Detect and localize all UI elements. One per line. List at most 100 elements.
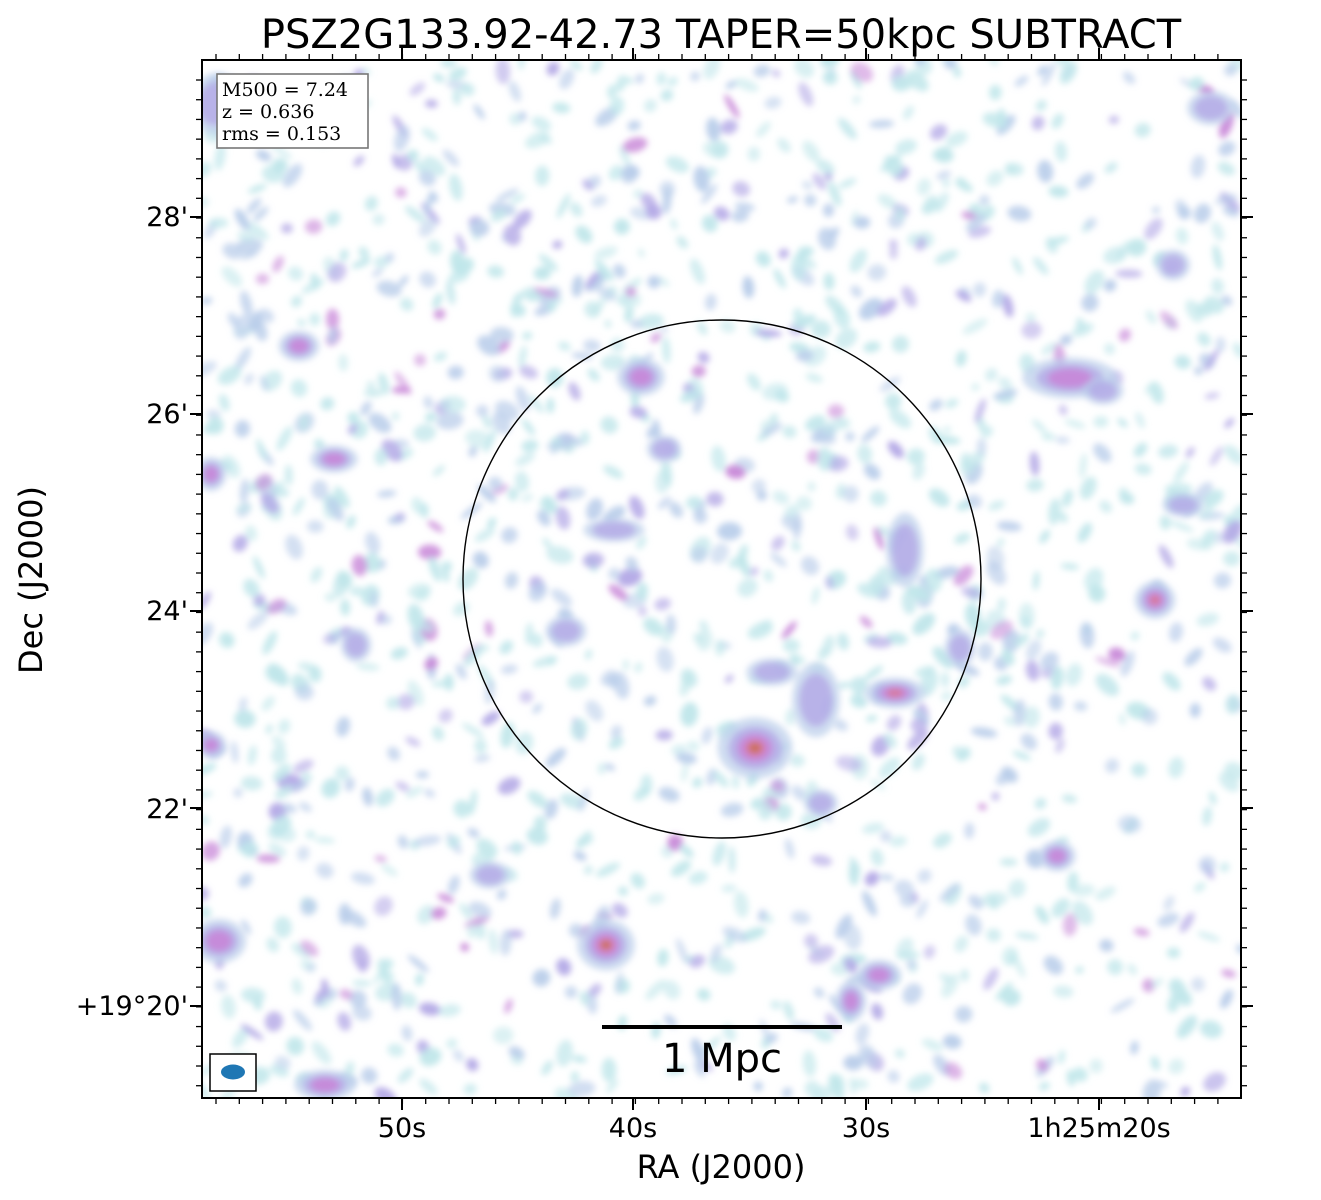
noise-blob — [1157, 912, 1180, 927]
noise-blob — [241, 841, 259, 858]
noise-blob — [1001, 766, 1018, 783]
noise-blob — [796, 496, 812, 511]
noise-blob — [595, 285, 617, 302]
noise-blob — [1039, 529, 1051, 544]
noise-blob — [522, 418, 535, 436]
noise-blob — [387, 1043, 404, 1057]
noise-blob — [865, 714, 878, 723]
noise-blob — [405, 736, 421, 747]
noise-blob — [332, 571, 350, 598]
noise-blob — [300, 772, 313, 782]
noise-blob — [1055, 436, 1070, 444]
noise-blob — [798, 82, 814, 107]
noise-blob — [1185, 446, 1195, 459]
noise-blob — [1081, 293, 1099, 312]
noise-blob — [1176, 1015, 1198, 1039]
y-tick-26: 26' — [146, 399, 188, 430]
noise-blob — [751, 479, 766, 494]
noise-blob — [447, 365, 464, 380]
noise-blob — [772, 490, 790, 505]
noise-blob — [424, 788, 436, 798]
noise-blob — [807, 481, 816, 492]
noise-blob — [397, 1067, 414, 1083]
noise-blob — [617, 294, 633, 308]
noise-blob — [238, 873, 253, 888]
noise-blob — [349, 990, 367, 1008]
noise-blob — [755, 251, 771, 267]
noise-blob — [339, 988, 353, 1000]
noise-blob — [589, 983, 602, 997]
noise-blob — [255, 273, 270, 285]
noise-blob — [866, 636, 893, 649]
noise-blob — [392, 153, 400, 169]
noise-blob — [1103, 343, 1116, 355]
noise-blob — [1151, 206, 1161, 214]
noise-blob — [1115, 269, 1143, 278]
noise-blob — [321, 978, 329, 998]
noise-blob — [747, 146, 761, 162]
noise-blob — [202, 622, 214, 646]
noise-blob — [579, 991, 590, 1006]
noise-blob — [770, 1000, 782, 1010]
feature-blob — [799, 673, 833, 727]
noise-blob — [1007, 205, 1032, 222]
noise-blob — [690, 546, 708, 564]
noise-blob — [450, 250, 465, 275]
noise-blob — [666, 1065, 688, 1075]
scale-bar-label: 1 Mpc — [662, 1036, 782, 1082]
noise-blob — [423, 396, 434, 410]
noise-blob — [495, 188, 519, 202]
noise-blob — [929, 124, 948, 141]
noise-blob — [936, 170, 951, 180]
noise-blob — [297, 662, 320, 673]
noise-blob — [491, 484, 509, 495]
noise-blob — [955, 350, 967, 367]
noise-blob — [742, 276, 755, 299]
noise-blob — [347, 423, 358, 435]
noise-blob — [483, 428, 497, 454]
noise-blob — [800, 556, 820, 576]
noise-blob — [433, 351, 448, 362]
noise-blob — [720, 802, 744, 817]
noise-blob — [1084, 567, 1104, 592]
noise-blob — [1041, 61, 1056, 87]
noise-blob — [676, 236, 689, 249]
noise-blob — [842, 485, 859, 503]
noise-blob — [843, 1055, 863, 1071]
noise-blob — [630, 872, 646, 889]
noise-blob — [1211, 278, 1224, 295]
noise-blob — [424, 195, 432, 216]
noise-blob — [270, 815, 292, 837]
noise-blob — [889, 244, 898, 260]
noise-blob — [1120, 650, 1135, 677]
noise-blob — [1036, 1058, 1049, 1072]
noise-blob — [398, 275, 409, 288]
noise-blob — [515, 386, 530, 412]
noise-blob — [803, 345, 827, 367]
noise-blob — [1196, 612, 1220, 627]
noise-blob — [395, 187, 407, 198]
noise-blob — [395, 781, 410, 792]
noise-blob — [953, 565, 974, 586]
noise-blob — [400, 992, 417, 1009]
noise-blob — [635, 73, 644, 84]
noise-blob — [533, 287, 558, 298]
noise-blob — [501, 527, 518, 544]
noise-blob — [789, 342, 810, 353]
noise-blob — [849, 249, 868, 273]
noise-blob — [337, 1012, 352, 1031]
noise-blob — [613, 264, 626, 279]
noise-blob — [1169, 520, 1194, 533]
noise-blob — [488, 928, 498, 955]
noise-blob — [582, 179, 594, 191]
noise-blob — [633, 189, 643, 199]
noise-blob — [264, 1011, 283, 1032]
noise-blob — [419, 1047, 442, 1067]
noise-blob — [583, 339, 601, 352]
noise-blob — [240, 919, 252, 935]
noise-blob — [901, 285, 917, 308]
noise-blob — [532, 969, 551, 987]
noise-blob — [719, 319, 736, 333]
noise-blob — [618, 886, 629, 896]
noise-blob — [321, 778, 341, 799]
